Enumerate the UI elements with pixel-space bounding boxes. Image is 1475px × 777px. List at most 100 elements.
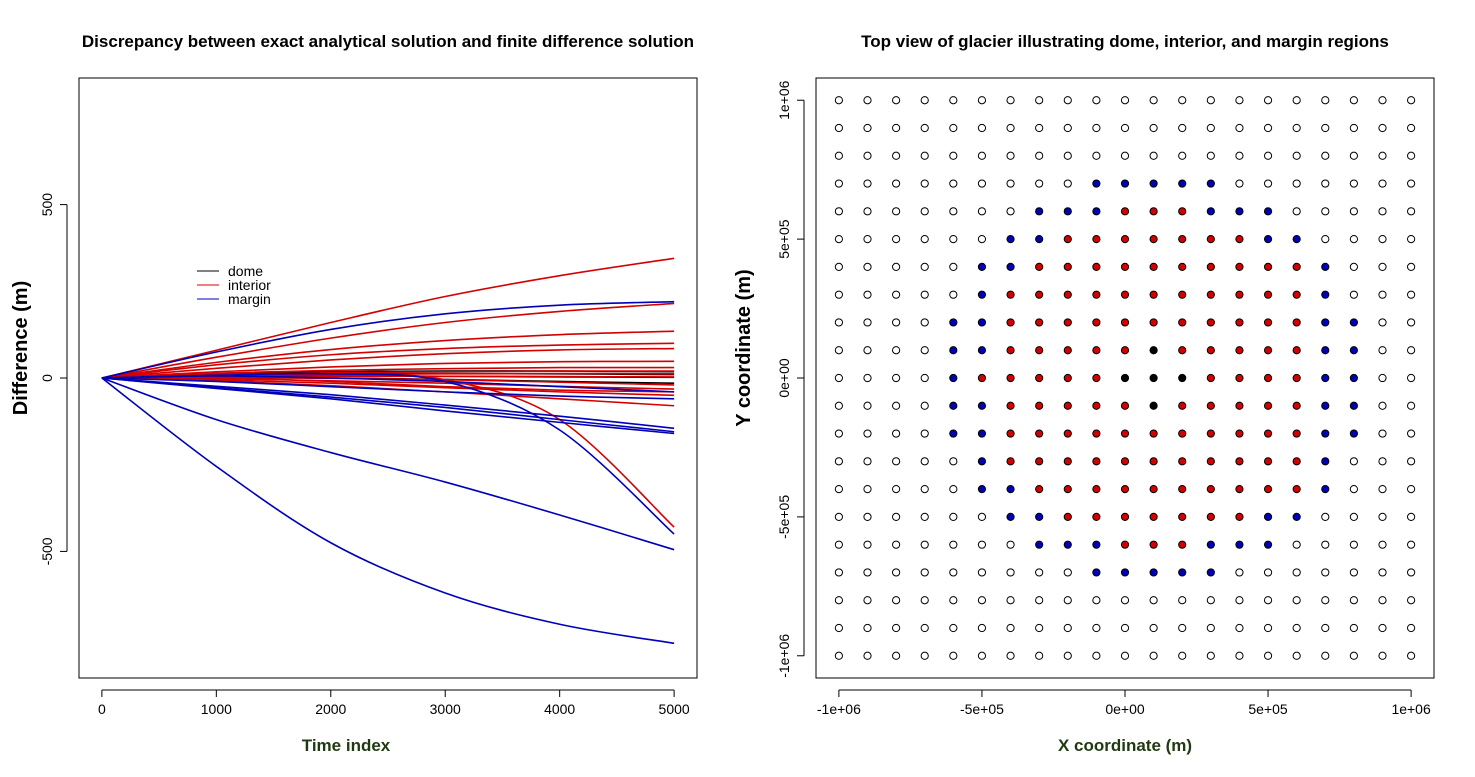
grid-point-outside xyxy=(1149,596,1158,605)
grid-point-outside xyxy=(1378,429,1387,438)
grid-point-outside xyxy=(892,290,901,299)
grid-point-outside xyxy=(1378,568,1387,577)
grid-point-interior xyxy=(1206,512,1215,521)
grid-point-margin xyxy=(1292,235,1301,244)
grid-point-outside xyxy=(1407,540,1416,549)
grid-point-outside xyxy=(1292,96,1301,105)
grid-point-interior xyxy=(1206,429,1215,438)
grid-point-outside xyxy=(1378,512,1387,521)
grid-point-outside xyxy=(1035,179,1044,188)
grid-point-outside xyxy=(1206,596,1215,605)
grid-point-outside xyxy=(1149,123,1158,133)
grid-point-outside xyxy=(1378,151,1387,160)
legend-label-margin: margin xyxy=(228,291,271,307)
grid-point-outside xyxy=(1349,290,1358,299)
line-series-interior-6 xyxy=(101,360,675,379)
grid-point-outside xyxy=(1092,623,1101,633)
grid-point-margin xyxy=(977,429,987,438)
grid-point-outside xyxy=(1178,651,1187,660)
grid-point-outside xyxy=(920,457,929,466)
grid-point-outside xyxy=(1349,568,1358,577)
grid-point-outside xyxy=(1407,262,1416,271)
grid-point-interior xyxy=(1149,512,1158,521)
grid-point-margin xyxy=(1120,568,1130,577)
line-chart-y-tick-label: 500 xyxy=(39,193,55,217)
grid-point-outside xyxy=(1378,540,1387,549)
grid-point-interior xyxy=(1006,457,1015,466)
grid-point-outside xyxy=(1292,540,1301,549)
grid-point-outside xyxy=(892,540,901,549)
grid-point-outside xyxy=(1349,123,1358,133)
grid-point-outside xyxy=(834,373,843,383)
grid-point-interior xyxy=(1092,485,1101,494)
grid-point-interior xyxy=(1178,262,1187,271)
grid-point-outside xyxy=(1292,207,1301,216)
grid-point-interior xyxy=(1092,512,1101,521)
grid-point-outside xyxy=(1349,151,1358,160)
line-series-interior-5 xyxy=(101,347,675,379)
grid-point-outside xyxy=(920,179,929,188)
grid-point-outside xyxy=(834,262,843,271)
grid-point-outside xyxy=(1292,151,1301,160)
grid-point-outside xyxy=(834,623,843,633)
grid-point-outside xyxy=(920,235,929,244)
grid-point-margin xyxy=(1206,207,1215,216)
grid-point-outside xyxy=(920,623,929,633)
grid-point-outside xyxy=(920,318,929,327)
grid-point-outside xyxy=(834,123,843,133)
grid-point-outside xyxy=(892,123,901,133)
grid-point-outside xyxy=(863,429,872,438)
grid-point-interior xyxy=(1063,485,1072,494)
grid-point-interior xyxy=(1063,262,1072,271)
grid-point-interior xyxy=(1178,235,1187,244)
grid-point-interior xyxy=(1149,235,1158,244)
grid-point-outside xyxy=(1235,151,1244,160)
grid-point-outside xyxy=(977,151,987,160)
grid-point-margin xyxy=(1349,429,1358,438)
grid-point-outside xyxy=(1407,123,1416,133)
grid-point-outside xyxy=(1407,512,1416,521)
grid-point-outside xyxy=(892,401,901,410)
grid-point-outside xyxy=(1235,651,1244,660)
grid-point-outside xyxy=(1378,373,1387,383)
grid-point-outside xyxy=(920,346,929,355)
grid-point-interior xyxy=(1178,346,1187,355)
grid-point-outside xyxy=(1407,179,1416,188)
line-series-interior-16 xyxy=(101,376,675,393)
grid-point-interior xyxy=(1063,318,1072,327)
grid-point-outside xyxy=(1063,596,1072,605)
grid-point-margin xyxy=(1092,207,1101,216)
grid-point-outside xyxy=(1006,207,1015,216)
grid-point-outside xyxy=(1006,540,1015,549)
grid-point-outside xyxy=(892,568,901,577)
grid-point-outside xyxy=(1263,151,1273,160)
grid-point-outside xyxy=(1035,623,1044,633)
grid-point-interior xyxy=(1292,429,1301,438)
scatter-chart-x-label: X coordinate (m) xyxy=(1058,736,1192,755)
grid-point-interior xyxy=(1092,429,1101,438)
grid-point-interior xyxy=(1292,262,1301,271)
line-series-margin-9 xyxy=(101,377,675,435)
grid-point-interior xyxy=(1235,373,1244,383)
scatter-chart-y-tick-label: -1e+06 xyxy=(776,634,792,678)
grid-point-outside xyxy=(892,262,901,271)
grid-point-outside xyxy=(1120,123,1130,133)
scatter-chart-x-tick-label: 1e+06 xyxy=(1391,701,1431,717)
grid-point-margin xyxy=(949,373,958,383)
grid-point-interior xyxy=(1120,346,1130,355)
scatter-chart-y-tick-label: -5e+05 xyxy=(776,495,792,539)
grid-point-interior xyxy=(1206,346,1215,355)
grid-point-outside xyxy=(1378,457,1387,466)
grid-point-outside xyxy=(1407,457,1416,466)
grid-point-margin xyxy=(977,346,987,355)
grid-point-outside xyxy=(1006,151,1015,160)
line-chart-plot-box xyxy=(78,77,698,679)
grid-point-interior xyxy=(1263,457,1273,466)
grid-point-interior xyxy=(1263,346,1273,355)
grid-point-outside xyxy=(863,290,872,299)
line-chart-x-tick-label: 5000 xyxy=(659,701,690,717)
line-chart-x-tick-label: 0 xyxy=(98,701,106,717)
grid-point-outside xyxy=(834,485,843,494)
grid-point-margin xyxy=(1321,457,1330,466)
grid-point-interior xyxy=(1006,401,1015,410)
